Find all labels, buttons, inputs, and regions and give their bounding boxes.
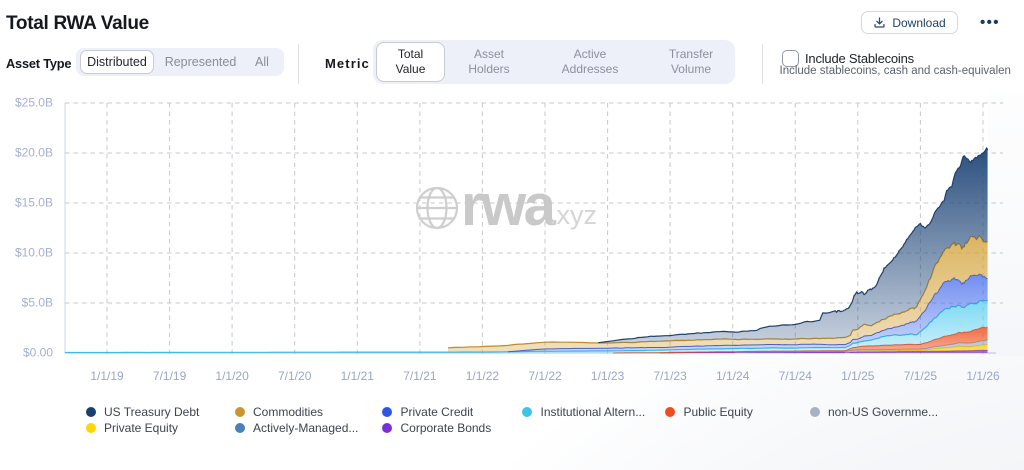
svg-text:1/1/22: 1/1/22 <box>466 369 500 383</box>
svg-text:rwa: rwa <box>461 173 557 238</box>
svg-text:7/1/22: 7/1/22 <box>528 369 562 383</box>
svg-text:1/1/24: 1/1/24 <box>716 369 750 383</box>
svg-text:$25.0B: $25.0B <box>15 96 53 110</box>
svg-text:$20.0B: $20.0B <box>15 146 53 160</box>
svg-text:7/1/25: 7/1/25 <box>904 369 938 383</box>
svg-text:$10.0B: $10.0B <box>15 246 53 260</box>
svg-text:7/1/24: 7/1/24 <box>779 369 813 383</box>
svg-text:7/1/19: 7/1/19 <box>153 369 187 383</box>
svg-text:$0.00: $0.00 <box>23 346 53 360</box>
svg-text:$5.0B: $5.0B <box>22 296 53 310</box>
svg-text:7/1/23: 7/1/23 <box>653 369 687 383</box>
svg-text:1/1/26: 1/1/26 <box>966 369 1000 383</box>
svg-text:7/1/21: 7/1/21 <box>403 369 437 383</box>
svg-text:7/1/20: 7/1/20 <box>278 369 312 383</box>
svg-text:1/1/25: 1/1/25 <box>841 369 875 383</box>
svg-text:1/1/19: 1/1/19 <box>90 369 124 383</box>
svg-text:$15.0B: $15.0B <box>15 196 53 210</box>
svg-text:1/1/23: 1/1/23 <box>591 369 625 383</box>
svg-text:1/1/21: 1/1/21 <box>341 369 375 383</box>
svg-text:1/1/20: 1/1/20 <box>215 369 249 383</box>
svg-text:.xyz: .xyz <box>549 200 597 230</box>
